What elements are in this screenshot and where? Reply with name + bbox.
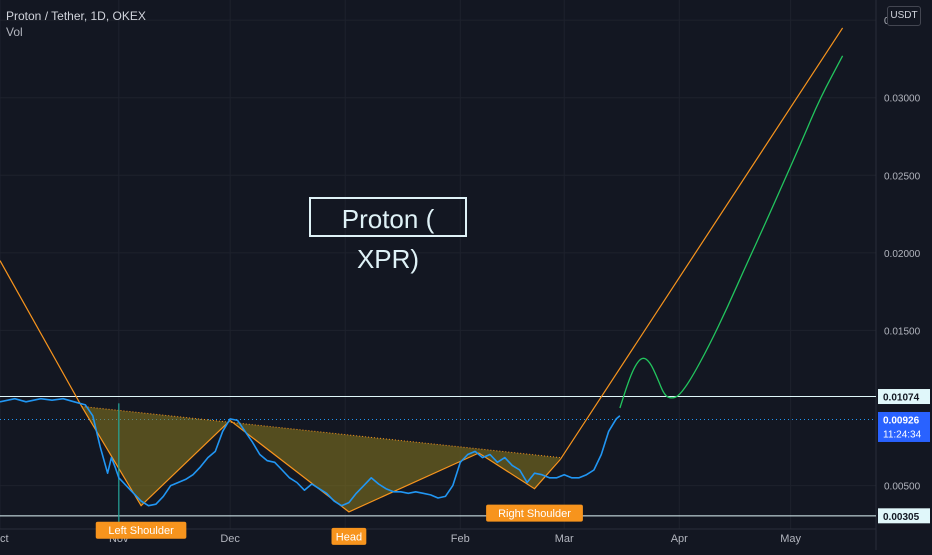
annotation-box <box>95 521 187 539</box>
pattern-line <box>0 260 561 513</box>
level-tag-countdown: 11:24:34 <box>883 429 922 440</box>
x-tick-label: Apr <box>671 533 688 545</box>
level-tag-value: 0.01074 <box>883 393 920 404</box>
x-tick-label: Oct <box>0 533 9 545</box>
y-tick-label: 0.03000 <box>884 94 921 105</box>
x-tick-label: Dec <box>220 533 240 545</box>
level-tag-box <box>878 508 930 524</box>
y-tick-label: 0.01500 <box>884 326 921 337</box>
pattern-annotation: Left Shoulder <box>95 521 187 539</box>
level-tag-box <box>878 389 930 405</box>
level-price-tag: 0.01074 <box>878 389 930 405</box>
annotation-box <box>486 504 583 522</box>
symbol-line: Proton / Tether, 1D, OKEX <box>6 9 146 23</box>
x-tick-label: Mar <box>555 533 574 545</box>
currency-button[interactable]: USDT <box>887 6 921 26</box>
annotation-label: Head <box>336 531 362 543</box>
volume-indicator-label: Vol <box>6 25 23 39</box>
projection-green-curve <box>619 55 844 409</box>
pattern-annotation: Head <box>331 527 367 545</box>
y-tick-label: 0.02000 <box>884 249 921 260</box>
pattern-annotation: Right Shoulder <box>486 504 583 522</box>
level-tag-box <box>878 411 930 442</box>
level-tag-value: 0.00305 <box>883 512 920 523</box>
annotation-label: Right Shoulder <box>498 508 571 520</box>
x-tick-label: Feb <box>451 533 470 545</box>
chart-title: Proton ( XPR) <box>309 197 467 274</box>
pattern-fill-area <box>81 406 561 512</box>
chart-legend: Proton / Tether, 1D, OKEX Vol <box>6 8 146 40</box>
y-tick-label: 0.00500 <box>884 482 921 493</box>
projection-orange-line <box>559 27 844 460</box>
level-tag-value: 0.00926 <box>883 415 920 426</box>
annotation-box <box>331 527 367 545</box>
price-line <box>0 397 621 507</box>
level-price-tag: 0.00305 <box>878 508 930 524</box>
neckline <box>81 405 561 459</box>
x-tick-label: May <box>780 533 801 545</box>
level-price-tag: 0.00926 11:24:34 <box>878 411 930 442</box>
annotation-label: Left Shoulder <box>108 525 174 537</box>
y-tick-label: 0.02500 <box>884 171 921 182</box>
